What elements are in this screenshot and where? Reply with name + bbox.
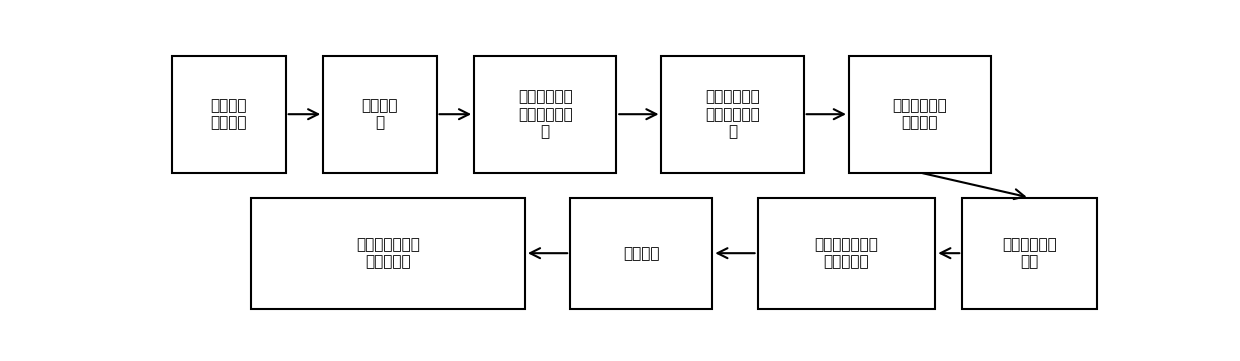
Text: 加载网络
结构数据: 加载网络 结构数据 <box>211 98 247 130</box>
Bar <box>250 197 525 309</box>
Text: 基于分区简化布
局更新过程: 基于分区简化布 局更新过程 <box>356 237 420 269</box>
Bar <box>324 56 436 173</box>
Bar <box>962 197 1096 309</box>
Bar <box>758 197 935 309</box>
Text: 基于等级特征约
束节点移动: 基于等级特征约 束节点移动 <box>815 237 878 269</box>
Text: 计算节点等级
属性: 计算节点等级 属性 <box>1002 237 1056 269</box>
Text: 节点分区: 节点分区 <box>622 246 660 261</box>
Bar <box>474 56 616 173</box>
Text: 针对新增边调
整边大小: 针对新增边调 整边大小 <box>893 98 947 130</box>
Text: 数据预处
理: 数据预处 理 <box>362 98 398 130</box>
Bar <box>661 56 804 173</box>
Bar <box>849 56 991 173</box>
Bar <box>172 56 285 173</box>
Text: 针对新增节点
初始化节点位
置: 针对新增节点 初始化节点位 置 <box>706 89 760 139</box>
Bar <box>570 197 712 309</box>
Text: 基于多层次方
法生成初始布
局: 基于多层次方 法生成初始布 局 <box>518 89 573 139</box>
